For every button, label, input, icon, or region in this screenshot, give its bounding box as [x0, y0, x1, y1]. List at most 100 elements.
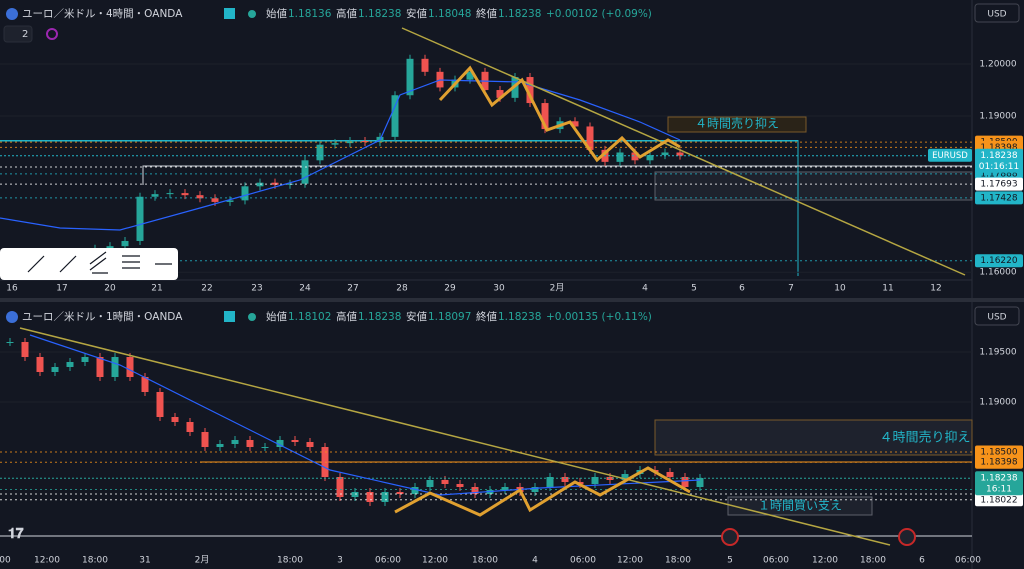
x-tick-label: 6: [739, 284, 745, 294]
candle: [496, 90, 504, 98]
candle: [421, 58, 429, 72]
candle: [201, 432, 209, 447]
event-icon[interactable]: [721, 528, 739, 546]
candle: [216, 444, 224, 447]
ohlc-label: 始値: [266, 7, 287, 20]
candle: [156, 392, 164, 417]
candle: [121, 240, 129, 247]
y-tick-label: 1.16000: [979, 268, 1016, 278]
x-tick-label: 18:00: [665, 556, 691, 566]
last-price: 1.18238: [980, 474, 1017, 484]
candle: [106, 246, 114, 249]
candle: [501, 487, 509, 490]
last-price-box: [975, 471, 1023, 496]
candle: [261, 447, 269, 448]
y-tick-label: 1.19500: [979, 348, 1016, 358]
x-tick-label: 12:00: [34, 556, 60, 566]
chart-title: ユーロ／米ドル・4時間・OANDA: [22, 7, 183, 20]
interval-button[interactable]: [3, 25, 33, 43]
x-tick-label: 12:00: [812, 556, 838, 566]
price-label: 1.17693: [980, 180, 1017, 190]
ohlc-label: 終値: [476, 310, 497, 323]
candle: [696, 478, 704, 487]
x-tick-label: 12: [930, 284, 941, 294]
x-tick-label: 30: [493, 284, 505, 294]
x-tick-label: 00: [0, 556, 11, 566]
currency-button[interactable]: [974, 306, 1020, 326]
tv-logo: 𝟏𝟕: [8, 526, 24, 542]
toolbar-icons: [27, 251, 172, 274]
status-dot: [248, 313, 256, 321]
candle: [126, 357, 134, 377]
zone-box: [654, 171, 973, 201]
trendline: [401, 27, 966, 276]
price-label-box: [975, 455, 1023, 469]
x-tick-label: 3: [337, 556, 343, 566]
x-tick-label: 18:00: [472, 556, 498, 566]
flag-icon: [224, 311, 235, 322]
candle: [196, 195, 204, 199]
candle: [606, 477, 614, 480]
candle: [366, 492, 374, 502]
candle: [441, 480, 449, 484]
x-tick-label: 31: [139, 556, 150, 566]
candle: [301, 160, 309, 184]
logo: [6, 311, 18, 323]
moving-average: [29, 334, 701, 496]
ohlc-change: +0.00135 (+0.11%): [546, 311, 652, 323]
candle: [526, 77, 534, 104]
ohlc-value: 1.18136: [288, 8, 332, 20]
candle: [211, 198, 219, 202]
candle: [316, 144, 324, 161]
ohlc-value: 1.18238: [498, 8, 541, 20]
annotation: ４時間売り抑え: [879, 430, 970, 446]
annotation-box: [667, 116, 807, 133]
candle: [171, 417, 179, 422]
candle: [336, 477, 344, 497]
price-label-box: [975, 191, 1023, 205]
candle: [456, 484, 464, 487]
candle: [81, 357, 89, 362]
price-label: 1.16220: [980, 256, 1017, 266]
ohlc-change: +0.00102 (+0.09%): [546, 8, 652, 20]
zigzag: [394, 466, 691, 517]
candle: [586, 126, 594, 150]
price-label-box: [975, 493, 1023, 507]
drawing-toolbar[interactable]: [0, 248, 178, 280]
event-icon[interactable]: [898, 528, 916, 546]
candle: [541, 103, 549, 130]
candle: [631, 152, 639, 161]
currency-button[interactable]: [974, 3, 1020, 23]
price-label-box: [975, 177, 1023, 191]
x-tick-label: 10: [834, 284, 846, 294]
candle: [186, 422, 194, 432]
annotation: ４時間売り抑え: [695, 116, 779, 131]
annotation-box: [727, 496, 873, 516]
candle: [306, 442, 314, 447]
candle: [291, 440, 299, 442]
candle: [6, 342, 14, 343]
candle: [681, 477, 689, 487]
candle: [246, 440, 254, 447]
indicator-icon: [46, 28, 58, 40]
candle: [571, 121, 579, 127]
y-tick-label: 1.19000: [979, 398, 1016, 408]
candle: [411, 487, 419, 494]
candle: [666, 472, 674, 477]
candle: [276, 440, 284, 447]
zigzag: [438, 65, 681, 163]
candle: [111, 357, 119, 377]
candle: [51, 367, 59, 372]
moving-average: [0, 79, 681, 231]
price-label: 1.17428: [980, 193, 1017, 203]
candle: [381, 492, 389, 502]
candle: [66, 362, 74, 367]
logo: [6, 8, 18, 20]
currency: USD: [987, 10, 1006, 20]
price-label: 1.18398: [980, 143, 1017, 153]
ohlc-label: 安値: [406, 310, 427, 323]
candle: [241, 186, 249, 201]
ohlc-value: 1.18097: [428, 311, 471, 323]
y-tick-label: 1.19000: [979, 112, 1016, 122]
